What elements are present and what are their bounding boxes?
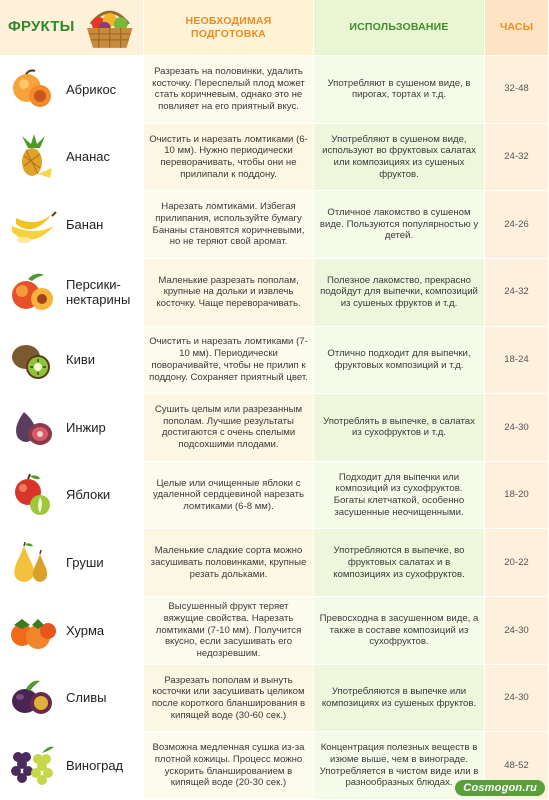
- usage-cell: Концентрация полезных веществ в изюме вы…: [314, 732, 485, 800]
- pineapple-icon: [6, 134, 58, 180]
- preparation-cell: Нарезать ломтиками. Избегая прилипания, …: [144, 191, 314, 259]
- pear-icon: [6, 540, 58, 586]
- fruit-cell: Хурма: [0, 597, 144, 665]
- usage-cell: Употреблять в выпечке, в салатах из сухо…: [314, 394, 485, 462]
- preparation-cell: Очистить и нарезать ломтиками (6-10 мм).…: [144, 123, 314, 192]
- usage-cell: Полезное лакомство, прекрасно подойдут д…: [314, 258, 485, 327]
- peach-icon: [6, 269, 58, 315]
- header-fruits-label: ФРУКТЫ: [8, 18, 75, 36]
- fruit-name: Сливы: [66, 690, 107, 706]
- usage-cell: Употребляют в сушеном виде, используют в…: [314, 123, 485, 192]
- fruit-cell: Абрикос: [0, 56, 144, 124]
- fruit-name: Ананас: [66, 149, 110, 165]
- fruit-name: Яблоки: [66, 487, 111, 503]
- fig-icon: [6, 404, 58, 450]
- hours-cell: 24-32: [485, 123, 549, 192]
- fruit-name: Хурма: [66, 622, 105, 638]
- usage-cell: Употребляются в выпечке, во фруктовых са…: [314, 529, 485, 598]
- plum-icon: [6, 675, 58, 721]
- hours-cell: 32-48: [485, 56, 549, 124]
- preparation-cell: Маленькие разрезать пополам, крупные на …: [144, 258, 314, 327]
- fruit-cell: Инжир: [0, 394, 144, 462]
- usage-cell: Употребляются в выпечке или композициях …: [314, 664, 485, 733]
- hours-cell: 18-24: [485, 326, 549, 395]
- apricot-icon: [6, 66, 58, 112]
- preparation-cell: Разрезать на половинки, удалить косточку…: [144, 56, 314, 124]
- grapes-icon: [6, 743, 58, 789]
- fruit-basket-icon: [86, 10, 133, 48]
- apple-icon: [6, 472, 58, 518]
- hours-cell: 24-26: [485, 191, 549, 259]
- header-fruits: ФРУКТЫ: [0, 0, 144, 56]
- usage-cell: Употребляют в сушеном виде, в пирогах, т…: [314, 56, 485, 124]
- hours-cell: 20-22: [485, 529, 549, 598]
- header-usage: ИСПОЛЬЗОВАНИЕ: [314, 0, 485, 56]
- fruit-name: Виноград: [66, 757, 124, 773]
- preparation-cell: Целые или очищенные яблоки с удаленной с…: [144, 461, 314, 530]
- fruit-cell: Виноград: [0, 732, 144, 800]
- preparation-cell: Возможна медленная сушка из-за плотной к…: [144, 732, 314, 800]
- hours-cell: 24-30: [485, 394, 549, 462]
- fruit-cell: Банан: [0, 191, 144, 259]
- header-hours: ЧАСЫ: [485, 0, 549, 56]
- preparation-cell: Маленькие сладкие сорта можно засушивать…: [144, 529, 314, 598]
- persimmon-icon: [6, 607, 58, 653]
- fruit-name: Груши: [66, 554, 104, 570]
- banana-icon: [6, 202, 58, 248]
- preparation-cell: Высушенный фрукт теряет вяжущие свойства…: [144, 597, 314, 665]
- usage-cell: Превосходна в засушенном виде, а также в…: [314, 597, 485, 665]
- fruit-cell: Сливы: [0, 664, 144, 733]
- hours-cell: 24-32: [485, 258, 549, 327]
- fruit-name: Абрикос: [66, 81, 117, 97]
- fruit-cell: Яблоки: [0, 461, 144, 530]
- fruit-name: Киви: [66, 352, 96, 368]
- fruit-name: Инжир: [66, 419, 106, 435]
- fruit-name: Персики-нектарины: [66, 276, 131, 308]
- fruit-cell: Персики-нектарины: [0, 258, 144, 327]
- hours-cell: 18-20: [485, 461, 549, 530]
- usage-cell: Отлично подходит для выпечки, фруктовых …: [314, 326, 485, 395]
- preparation-cell: Сушить целым или разрезанным пополам. Лу…: [144, 394, 314, 462]
- fruit-cell: Груши: [0, 529, 144, 598]
- hours-cell: 24-30: [485, 597, 549, 665]
- fruit-name: Банан: [66, 216, 104, 232]
- fruit-cell: Киви: [0, 326, 144, 395]
- kiwi-icon: [6, 337, 58, 383]
- usage-cell: Отличное лакомство в сушеном виде. Польз…: [314, 191, 485, 259]
- preparation-cell: Очистить и нарезать ломтиками (7-10 мм).…: [144, 326, 314, 395]
- usage-cell: Подходит для выпечки или композиций из с…: [314, 461, 485, 530]
- watermark-logo: Cosmogon.ru: [455, 780, 545, 796]
- fruit-cell: Ананас: [0, 123, 144, 192]
- header-preparation: НЕОБХОДИМАЯ ПОДГОТОВКА: [144, 0, 314, 56]
- preparation-cell: Разрезать пополам и вынуть косточки или …: [144, 664, 314, 733]
- hours-cell: 24-30: [485, 664, 549, 733]
